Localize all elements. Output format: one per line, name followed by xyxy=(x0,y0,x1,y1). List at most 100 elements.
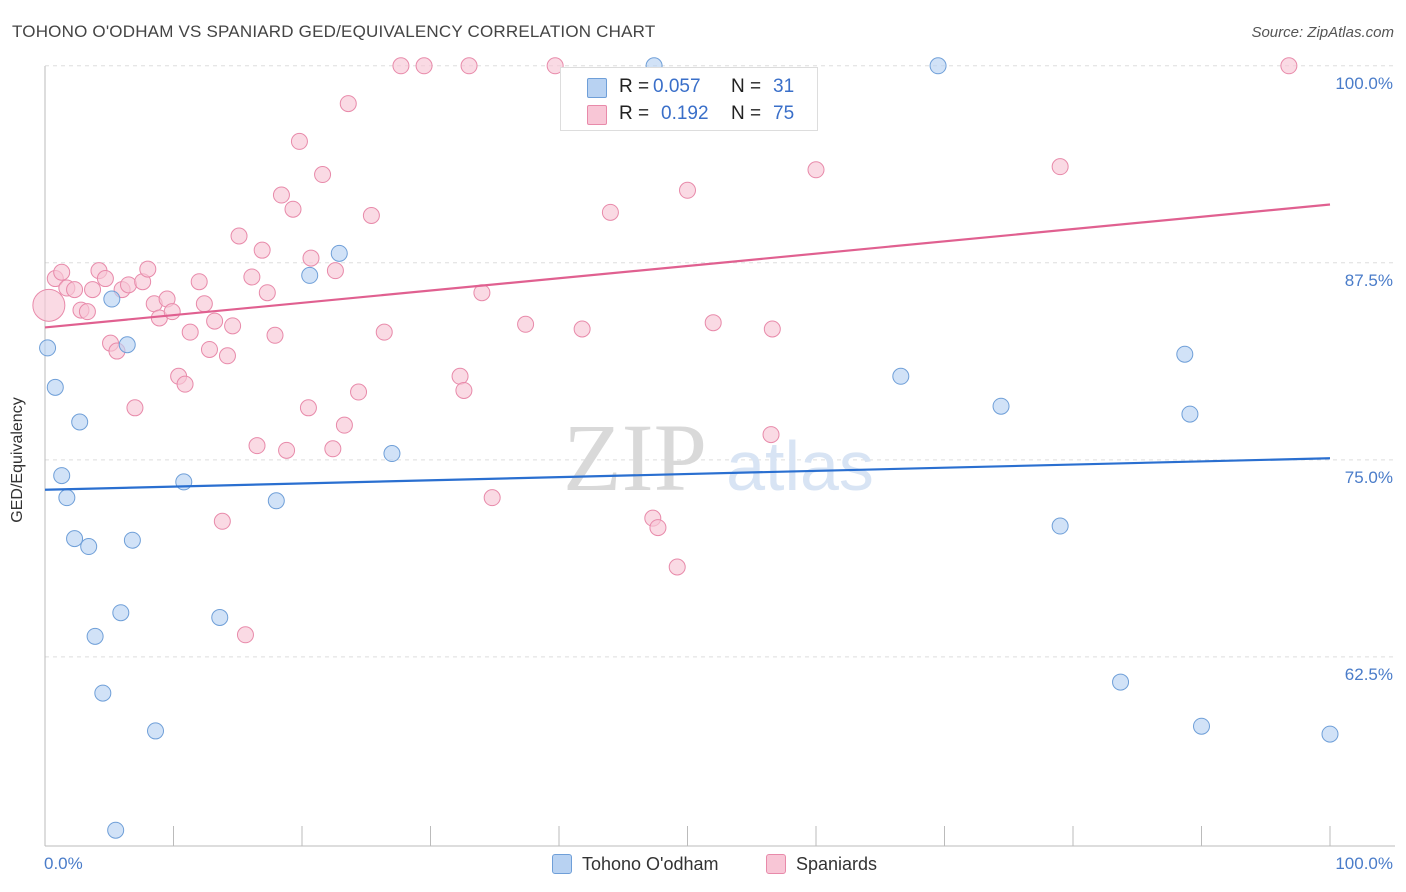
data-point-spaniards xyxy=(243,268,261,286)
data-point-spaniards xyxy=(335,416,353,434)
data-point-spaniards xyxy=(375,323,393,341)
data-point-tohono xyxy=(1112,673,1130,691)
data-point-spaniards xyxy=(362,207,380,225)
data-point-tohono xyxy=(992,397,1010,415)
data-point-spaniards xyxy=(601,203,619,221)
data-point-spaniards xyxy=(236,626,254,644)
legend-n-value-blue: 31 xyxy=(773,76,795,97)
data-point-tohono xyxy=(267,492,285,510)
data-point-spaniards xyxy=(668,558,686,576)
data-point-spaniards xyxy=(272,186,290,204)
data-point-spaniards xyxy=(460,57,478,75)
source-label: Source: ZipAtlas.com xyxy=(1251,24,1394,41)
data-point-tohono xyxy=(1321,725,1339,743)
data-point-spaniards xyxy=(649,519,667,537)
bottom-legend-pink: Spaniards xyxy=(766,852,877,876)
data-point-spaniards xyxy=(573,320,591,338)
data-point-tohono xyxy=(147,722,165,740)
data-point-spaniards xyxy=(324,440,342,458)
bottom-legend-label-pink: Spaniards xyxy=(796,853,878,874)
data-point-spaniards xyxy=(224,317,242,335)
legend-r-label-blue: R = xyxy=(619,76,650,97)
data-point-spaniards xyxy=(1051,158,1069,176)
data-point-spaniards xyxy=(53,263,71,281)
data-point-spaniards xyxy=(415,57,433,75)
data-point-spaniards xyxy=(96,270,114,288)
data-point-tohono xyxy=(118,336,136,354)
tick-labels: 100.0% 87.5% 75.0% 62.5% 0.0% 100.0% xyxy=(44,74,1393,873)
data-point-spaniards xyxy=(66,281,84,299)
data-point-spaniards xyxy=(206,312,224,330)
trend-line-spaniards xyxy=(44,203,1331,329)
data-point-spaniards xyxy=(284,200,302,218)
data-point-spaniards xyxy=(190,273,208,291)
data-point-spaniards xyxy=(763,320,781,338)
series-spaniards xyxy=(32,57,1298,644)
chart-title: TOHONO O'ODHAM VS SPANIARD GED/EQUIVALEN… xyxy=(12,22,656,41)
data-point-tohono xyxy=(80,538,98,556)
data-point-spaniards xyxy=(195,295,213,313)
data-point-spaniards xyxy=(807,161,825,179)
data-point-spaniards xyxy=(455,381,473,399)
data-point-spaniards xyxy=(120,276,138,294)
data-point-tohono xyxy=(211,608,229,626)
y-tick-label: 87.5% xyxy=(1345,271,1393,290)
data-point-spaniards xyxy=(200,340,218,358)
legend-n-label-blue: N = xyxy=(731,76,762,97)
data-point-tohono xyxy=(330,244,348,262)
data-point-tohono xyxy=(1193,717,1210,735)
data-point-tohono xyxy=(53,467,71,485)
data-point-tohono xyxy=(1051,517,1069,535)
data-point-tohono xyxy=(39,339,57,357)
data-point-tohono xyxy=(71,413,89,431)
y-tick-label: 62.5% xyxy=(1345,665,1393,684)
data-point-tohono xyxy=(1176,345,1194,363)
watermark-atlas: atlas xyxy=(726,427,874,505)
data-point-tohono xyxy=(929,57,947,75)
data-point-tohono xyxy=(383,445,401,463)
data-point-spaniards xyxy=(290,132,308,150)
watermark-zip: ZIP xyxy=(563,404,707,511)
data-point-tohono xyxy=(103,290,121,308)
data-point-spaniards xyxy=(230,227,248,245)
data-point-tohono xyxy=(107,821,125,839)
data-point-spaniards xyxy=(218,347,236,365)
data-point-spaniards xyxy=(84,281,102,299)
trend-lines xyxy=(44,203,1331,491)
data-point-spaniards xyxy=(278,441,296,459)
data-point-spaniards xyxy=(302,249,320,267)
legend-r-value-blue: 0.057 xyxy=(653,76,701,97)
data-point-spaniards xyxy=(163,303,181,321)
data-point-spaniards xyxy=(258,284,276,302)
data-point-spaniards xyxy=(266,326,284,344)
data-point-tohono xyxy=(58,489,76,507)
bottom-legend-label-blue: Tohono O'odham xyxy=(582,853,719,874)
data-point-spaniards xyxy=(139,260,157,278)
correlation-legend: R = 0.057 N = 31 R = 0.192 N = 75 xyxy=(560,67,818,131)
trend-line-tohono xyxy=(44,457,1331,491)
bottom-legend-swatch-blue xyxy=(552,854,572,874)
data-point-tohono xyxy=(94,684,112,702)
data-point-spaniards xyxy=(704,314,722,332)
data-point-tohono xyxy=(123,531,141,549)
data-point-spaniards xyxy=(350,383,368,401)
data-point-tohono xyxy=(301,266,319,284)
data-point-spaniards xyxy=(517,315,535,333)
data-point-spaniards xyxy=(326,262,344,280)
data-point-spaniards xyxy=(213,512,231,530)
legend-r-value-pink: 0.192 xyxy=(661,103,709,124)
axis-layer xyxy=(44,66,1395,847)
y-tick-label: 100.0% xyxy=(1335,74,1393,93)
data-point-spaniards xyxy=(176,375,194,393)
data-point-spaniards xyxy=(339,95,357,113)
data-point-tohono xyxy=(66,530,84,548)
data-point-spaniards xyxy=(392,57,410,75)
legend-swatch-blue xyxy=(587,78,607,98)
data-point-spaniards xyxy=(451,367,469,385)
data-point-spaniards xyxy=(1280,57,1298,75)
legend-r-label-pink: R = xyxy=(619,103,650,124)
data-point-spaniards xyxy=(546,57,564,75)
watermark: ZIP atlas xyxy=(563,404,874,511)
data-point-tohono xyxy=(1181,405,1199,423)
